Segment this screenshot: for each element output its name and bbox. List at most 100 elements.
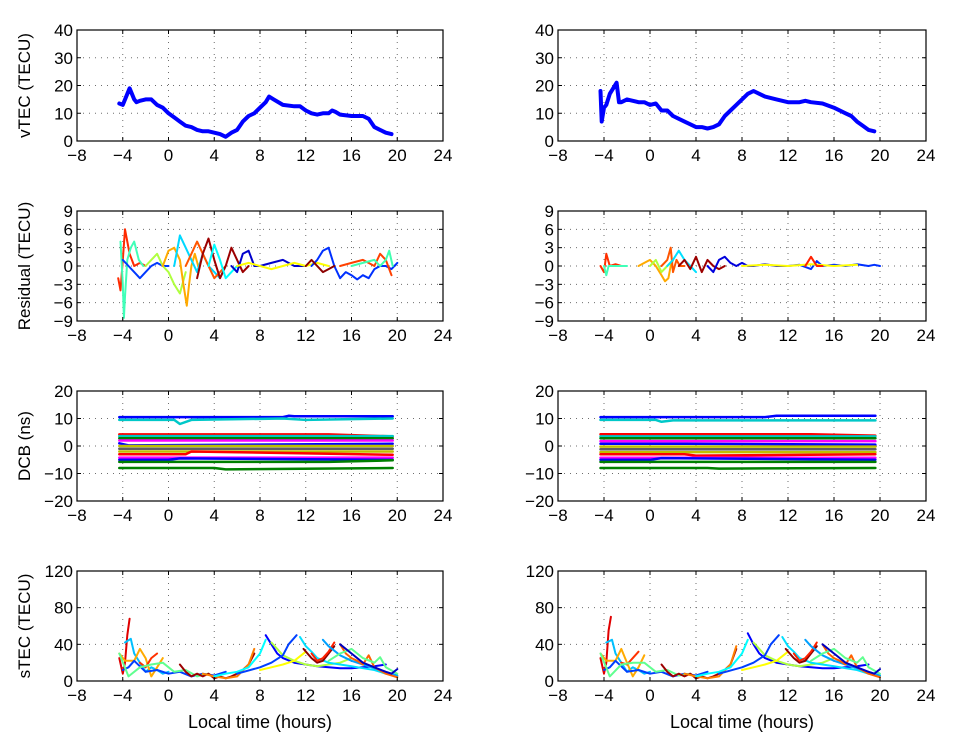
series-line-sat-9 xyxy=(207,243,239,280)
series-group xyxy=(599,246,881,283)
panel-stec-right: −8 −4 0 4 8 12 16 20 24 0 40 80 120 Local time (hours… xyxy=(526,562,936,732)
x-tick-label: 4 xyxy=(691,326,700,345)
y-tick-label: 10 xyxy=(535,410,554,429)
x-tick-label: 20 xyxy=(388,326,407,345)
x-tick-label: 12 xyxy=(779,326,798,345)
y-tick-label: 80 xyxy=(54,599,73,618)
x-tick-label: 20 xyxy=(871,146,890,165)
x-tick-label: 16 xyxy=(342,506,361,525)
x-tick-label: 24 xyxy=(434,146,453,165)
y-tick-label: 20 xyxy=(54,382,73,401)
series-line-sat-4 xyxy=(144,252,187,295)
series-line-sat-8 xyxy=(683,645,738,680)
series-line-sat-1 xyxy=(118,617,131,675)
x-tick-label: 12 xyxy=(296,506,315,525)
x-tick-label: −8 xyxy=(67,146,86,165)
x-tick-label: 4 xyxy=(691,506,700,525)
x-tick-label: 4 xyxy=(210,506,219,525)
series-line-sat-1 xyxy=(117,228,147,292)
x-tick-label: 16 xyxy=(825,326,844,345)
series-line-sat-14 xyxy=(118,459,394,464)
y-tick-label: 0 xyxy=(545,132,554,151)
x-tick-label: 24 xyxy=(917,146,936,165)
x-tick-label: 16 xyxy=(825,686,844,705)
y-tick-label: 40 xyxy=(54,21,73,40)
series-line-sat-15 xyxy=(784,645,818,664)
x-tick-label: −4 xyxy=(594,506,613,525)
series-line-sat-2 xyxy=(603,265,628,277)
y-tick-label: 0 xyxy=(64,672,73,691)
x-tick-label: −4 xyxy=(113,506,132,525)
x-tick-label: 16 xyxy=(342,326,361,345)
y-tick-label: 10 xyxy=(54,104,73,123)
y-tick-label: 9 xyxy=(545,202,554,221)
y-tick-label: 6 xyxy=(545,220,554,239)
y-tick-label: 20 xyxy=(535,382,554,401)
x-tick-label: 0 xyxy=(645,506,654,525)
x-tick-label: 20 xyxy=(871,326,890,345)
panel-dcb-right: −8 −4 0 4 8 12 16 20 24 −20 −10 0 10 20 xyxy=(525,382,935,525)
x-tick-label: 0 xyxy=(645,686,654,705)
y-tick-label: −3 xyxy=(54,275,73,294)
series-line-sat-10 xyxy=(741,263,858,267)
series-line-sat-12 xyxy=(741,650,789,671)
x-tick-label: −4 xyxy=(594,686,613,705)
series-line-sat-4 xyxy=(138,652,159,669)
y-tick-label: 3 xyxy=(64,239,73,258)
x-tick-label: 20 xyxy=(388,686,407,705)
series-line-sat-20 xyxy=(821,643,881,675)
series-line-sat-18 xyxy=(821,643,881,679)
x-tick-label: −4 xyxy=(113,146,132,165)
y-tick-label: 0 xyxy=(545,257,554,276)
series-line-sat-14 xyxy=(781,636,881,678)
series-line-sat-14 xyxy=(350,249,394,267)
series-line-sat-18 xyxy=(339,643,399,679)
series-line-sat-2 xyxy=(119,240,145,319)
series-group xyxy=(599,615,881,680)
series-group xyxy=(598,80,877,134)
y-tick-label: 0 xyxy=(545,437,554,456)
x-tick-label: −4 xyxy=(594,326,613,345)
y-axis-label: Residual (TECU) xyxy=(15,202,34,330)
y-tick-label: 120 xyxy=(45,562,73,581)
y-tick-label: 40 xyxy=(54,635,73,654)
y-tick-label: −6 xyxy=(535,294,554,313)
series-line-sat-15 xyxy=(118,466,394,471)
series-line-sat-1 xyxy=(599,615,612,675)
series-line-sat-1 xyxy=(118,414,394,419)
x-tick-label: 16 xyxy=(825,146,844,165)
series-line-sat-11 xyxy=(118,450,394,457)
y-tick-label: 20 xyxy=(535,77,554,96)
series-line-sat-5 xyxy=(161,246,200,307)
x-tick-label: 20 xyxy=(871,686,890,705)
x-tick-label: 0 xyxy=(164,506,173,525)
series-line-sat-15 xyxy=(304,258,336,274)
series-line-sat-3 xyxy=(118,647,164,678)
x-tick-label: 16 xyxy=(342,686,361,705)
series-line-sat-2 xyxy=(118,417,394,426)
x-tick-label: 8 xyxy=(255,686,264,705)
y-tick-label: −10 xyxy=(44,465,73,484)
series-line-vTEC xyxy=(598,80,877,134)
series-group xyxy=(599,414,877,470)
series-line-sat-15 xyxy=(302,645,336,664)
series-line-sat-19 xyxy=(327,647,399,675)
y-tick-label: 10 xyxy=(535,104,554,123)
series-line-sat-15 xyxy=(599,466,877,470)
x-tick-label: 12 xyxy=(296,686,315,705)
y-axis-label: DCB (ns) xyxy=(15,411,34,481)
x-tick-label: 12 xyxy=(296,146,315,165)
x-tick-label: 8 xyxy=(255,326,264,345)
y-tick-label: 120 xyxy=(526,562,554,581)
x-tick-label: 24 xyxy=(917,686,936,705)
x-tick-label: 24 xyxy=(434,506,453,525)
x-tick-label: 0 xyxy=(164,326,173,345)
y-axis-label: vTEC (TECU) xyxy=(15,33,34,138)
series-line-sat-7 xyxy=(599,442,877,446)
series-line-sat-9 xyxy=(213,638,267,678)
x-tick-label: 20 xyxy=(388,146,407,165)
series-line-sat-11 xyxy=(599,453,877,457)
x-tick-label: −8 xyxy=(548,146,567,165)
